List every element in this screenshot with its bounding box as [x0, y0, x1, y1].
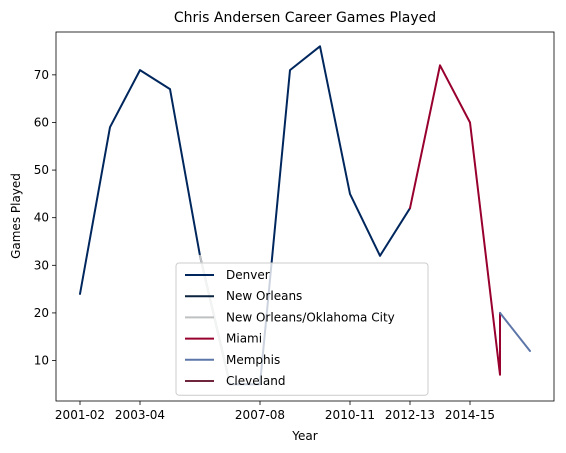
y-tick-label: 30	[34, 258, 49, 272]
legend-entry-label: Miami	[226, 332, 262, 346]
legend-box	[175, 262, 429, 396]
y-tick-label: 40	[34, 211, 49, 225]
x-tick-label: 2010-11	[325, 408, 375, 422]
y-tick-label: 50	[34, 163, 49, 177]
x-axis-label: Year	[291, 429, 317, 443]
plot-frame	[55, 31, 555, 402]
x-tick-label: 2012-13	[385, 408, 435, 422]
y-tick-label: 20	[34, 306, 49, 320]
x-tick-label: 2001-02	[55, 408, 105, 422]
series-line-denver-0	[79, 69, 201, 295]
series-line-miami-4	[409, 64, 501, 376]
y-tick-label: 10	[34, 354, 49, 368]
x-axis: 2001-02 2003-04 2007-08 2010-11 2012-13 2014-…	[55, 401, 495, 422]
x-tick-label: 2007-08	[235, 408, 285, 422]
x-tick-label: 2014-15	[445, 408, 495, 422]
y-axis: 10 20 30 40 50 60 70	[34, 68, 56, 368]
y-tick-label: 60	[34, 115, 49, 129]
legend-entry-label: Memphis	[226, 353, 280, 367]
series-line-memphis-5	[499, 311, 531, 352]
legend-entry-label: Denver	[226, 268, 270, 282]
y-axis-label: Games Played	[9, 173, 23, 259]
chart-title: Chris Andersen Career Games Played	[174, 10, 436, 26]
y-tick-label: 70	[34, 68, 49, 82]
legend: Denver New Orleans New Orleans/Oklahoma Ci…	[175, 262, 429, 396]
legend-entry-label: New Orleans/Oklahoma City	[226, 310, 395, 324]
x-tick-label: 2003-04	[115, 408, 165, 422]
legend-entry-label: New Orleans	[226, 289, 302, 303]
legend-entry-label: Cleveland	[226, 374, 286, 388]
